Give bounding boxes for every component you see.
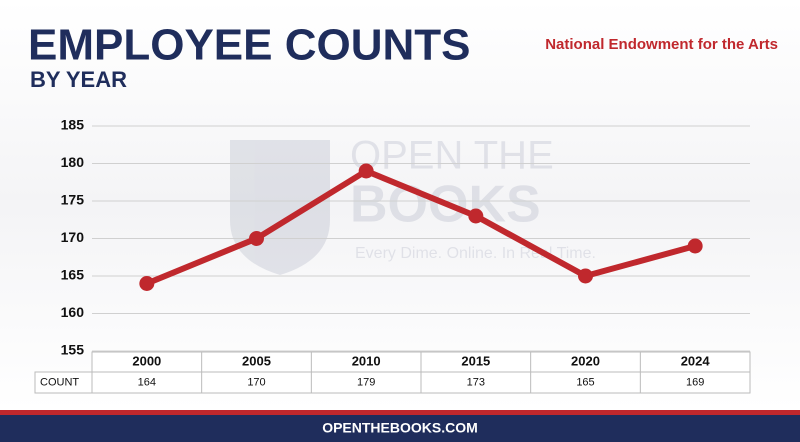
x-tick-label: 2010 <box>352 353 381 368</box>
y-tick-label: 160 <box>61 304 85 320</box>
y-tick-label: 165 <box>61 267 85 283</box>
footer-text: OPENTHEBOOKS.COM <box>322 420 478 436</box>
data-point <box>139 276 155 291</box>
y-tick-label: 175 <box>61 192 85 208</box>
data-point <box>249 231 264 246</box>
source-label: National Endowment for the Arts <box>545 36 778 53</box>
table-row-label: COUNT <box>40 376 79 388</box>
y-tick-label: 155 <box>61 342 85 358</box>
y-tick-label: 170 <box>61 229 85 245</box>
table-value: 165 <box>576 376 594 388</box>
x-tick-label: 2005 <box>242 353 271 368</box>
footer-stripe <box>0 410 800 415</box>
y-tick-label: 185 <box>61 117 85 133</box>
data-point <box>358 163 374 179</box>
x-tick-label: 2020 <box>571 353 600 368</box>
x-tick-label: 2015 <box>461 353 490 368</box>
data-point <box>578 268 593 284</box>
x-tick-label: 2000 <box>132 353 161 368</box>
data-point <box>687 238 703 254</box>
data-point <box>468 208 484 224</box>
y-tick-label: 180 <box>61 154 85 170</box>
table-value: 169 <box>686 376 704 388</box>
x-tick-label: 2024 <box>681 353 711 368</box>
table-value: 173 <box>467 376 485 388</box>
watermark-shield <box>230 140 330 275</box>
series-line <box>145 168 696 287</box>
table-value: 179 <box>357 376 375 388</box>
chart-title: EMPLOYEE COUNTS <box>28 21 471 70</box>
background <box>0 0 800 410</box>
table-value: 170 <box>247 376 265 388</box>
table-value: 164 <box>138 376 156 388</box>
watermark-text: OPEN THE <box>350 134 554 178</box>
chart-subtitle: BY YEAR <box>30 67 127 92</box>
footer-band <box>0 415 800 442</box>
